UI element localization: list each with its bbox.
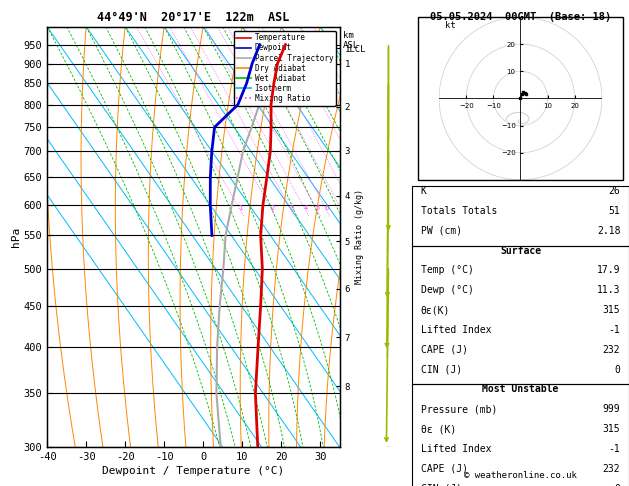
Text: Temp (°C): Temp (°C): [421, 265, 474, 276]
Text: CAPE (J): CAPE (J): [421, 345, 468, 355]
Text: 4: 4: [304, 205, 308, 211]
Text: CIN (J): CIN (J): [421, 364, 462, 375]
Text: Totals Totals: Totals Totals: [421, 206, 497, 216]
Text: Surface: Surface: [500, 245, 541, 256]
Text: Mixing Ratio (g/kg): Mixing Ratio (g/kg): [355, 190, 364, 284]
Bar: [412, 384, 629, 486]
Text: 999: 999: [603, 404, 620, 414]
Text: 26: 26: [609, 186, 620, 196]
Text: Dewp (°C): Dewp (°C): [421, 285, 474, 295]
Text: 232: 232: [603, 464, 620, 474]
Bar: [412, 245, 629, 384]
Text: kt: kt: [445, 21, 455, 30]
Text: Most Unstable: Most Unstable: [482, 384, 559, 395]
Text: 5: 5: [315, 205, 320, 211]
Text: 0: 0: [615, 364, 620, 375]
Text: 2.18: 2.18: [597, 226, 620, 236]
Text: -1: -1: [609, 325, 620, 335]
Text: θε(K): θε(K): [421, 305, 450, 315]
Legend: Temperature, Dewpoint, Parcel Trajectory, Dry Adiabat, Wet Adiabat, Isotherm, Mi: Temperature, Dewpoint, Parcel Trajectory…: [233, 31, 336, 106]
Text: CIN (J): CIN (J): [421, 484, 462, 486]
Text: 6: 6: [325, 205, 329, 211]
Text: © weatheronline.co.uk: © weatheronline.co.uk: [464, 471, 577, 480]
Text: -1: -1: [609, 444, 620, 454]
Text: 2: 2: [270, 205, 274, 211]
Text: K: K: [421, 186, 426, 196]
X-axis label: Dewpoint / Temperature (°C): Dewpoint / Temperature (°C): [103, 466, 284, 476]
Text: 17.9: 17.9: [597, 265, 620, 276]
Title: 44°49'N  20°17'E  122m  ASL: 44°49'N 20°17'E 122m ASL: [97, 11, 289, 24]
Text: 315: 315: [603, 305, 620, 315]
Text: PW (cm): PW (cm): [421, 226, 462, 236]
Y-axis label: hPa: hPa: [11, 227, 21, 247]
Text: θε (K): θε (K): [421, 424, 456, 434]
Text: 0: 0: [615, 484, 620, 486]
Text: CAPE (J): CAPE (J): [421, 464, 468, 474]
Text: Lifted Index: Lifted Index: [421, 325, 491, 335]
Text: 315: 315: [603, 424, 620, 434]
Text: 51: 51: [609, 206, 620, 216]
Text: 3: 3: [289, 205, 294, 211]
Text: Pressure (mb): Pressure (mb): [421, 404, 497, 414]
Text: Lifted Index: Lifted Index: [421, 444, 491, 454]
Text: 05.05.2024  00GMT  (Base: 18): 05.05.2024 00GMT (Base: 18): [430, 12, 611, 22]
Bar: [412, 186, 629, 245]
Text: 232: 232: [603, 345, 620, 355]
Text: 1: 1: [238, 205, 243, 211]
Text: km
ASL: km ASL: [343, 31, 359, 51]
Text: 11.3: 11.3: [597, 285, 620, 295]
